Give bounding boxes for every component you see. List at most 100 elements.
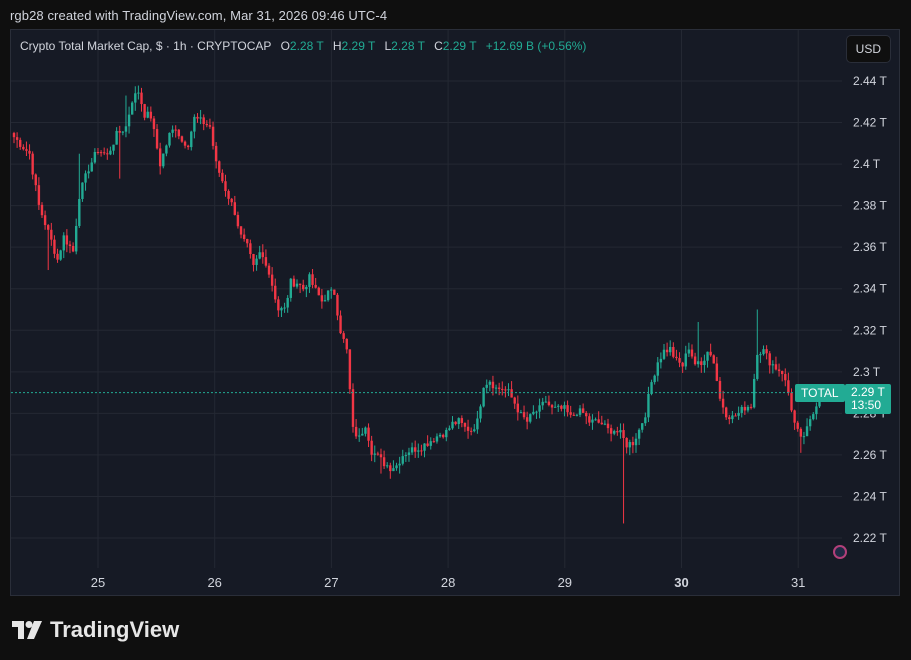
candle-body (158, 148, 162, 167)
x-tick-label: 27 (324, 575, 338, 590)
low-label: L (384, 39, 392, 53)
candle-body (547, 401, 551, 406)
candle-body (532, 411, 535, 415)
candle-body (724, 407, 728, 418)
candle-body (127, 114, 131, 127)
candle-body (302, 284, 305, 290)
candle-body (392, 468, 395, 472)
candle-body (665, 349, 669, 353)
candle-body (37, 185, 41, 205)
grid-lines (11, 30, 842, 568)
candle-body (351, 389, 355, 427)
candle-body (233, 202, 237, 215)
candlestick-chart[interactable]: 2.22 T 2.24 T 2.26 T 2.28 T 2.3 T 2.32 T 2.34 … (11, 30, 900, 596)
tradingview-logo-icon (12, 621, 42, 639)
candle-body (93, 151, 97, 163)
candle-body (594, 419, 597, 421)
candle-body (752, 378, 756, 408)
chart-area[interactable]: 2.22 T 2.24 T 2.26 T 2.28 T 2.3 T 2.32 T 2.34 … (10, 29, 900, 596)
candle-body (432, 441, 436, 443)
candle-body (553, 406, 557, 408)
low-value: 2.28 T (391, 39, 425, 53)
candle-body (457, 418, 460, 425)
candle-body (277, 299, 280, 311)
candle-body (246, 239, 249, 244)
candle-body (81, 182, 84, 199)
candle-body (482, 387, 485, 407)
candle-body (280, 307, 283, 311)
candle-body (578, 408, 582, 415)
candle-body (336, 294, 339, 316)
candle-body (616, 431, 619, 433)
y-tick-label: 2.34 T (853, 282, 887, 296)
candle-body (106, 153, 109, 155)
candle-body (211, 126, 215, 146)
candle-body (118, 130, 121, 133)
candle-body (361, 433, 364, 436)
candle-body (183, 141, 187, 146)
candle-body (295, 283, 299, 287)
candle-body (749, 406, 753, 408)
candle-body (697, 361, 700, 365)
candle-body (780, 371, 784, 375)
candle-body (121, 131, 125, 133)
candle-body (448, 428, 451, 430)
candle-body (488, 381, 492, 385)
candle-body (420, 450, 423, 452)
candle-body (53, 239, 56, 254)
candle-body (535, 411, 538, 413)
y-tick-label: 2.32 T (853, 323, 887, 337)
y-tick-label: 2.22 T (853, 531, 887, 545)
x-tick-label: 29 (558, 575, 572, 590)
candle-body (410, 447, 414, 453)
flag-icon[interactable] (833, 545, 847, 559)
currency-button[interactable]: USD (845, 35, 891, 63)
candle-body (513, 397, 516, 404)
candle-body (771, 364, 775, 366)
tradingview-logo[interactable]: TradingView (12, 617, 179, 643)
candle-body (367, 427, 370, 441)
candle-body (395, 465, 398, 469)
candle-body (320, 295, 324, 302)
y-tick-label: 2.36 T (853, 240, 887, 254)
candle-body (429, 441, 432, 446)
candle-body (510, 389, 513, 398)
candle-body (323, 300, 327, 302)
last-price-tag: 2.29 T 13:50 (845, 383, 891, 414)
x-tick-label: 30 (674, 575, 688, 590)
candle-body (177, 129, 181, 137)
candle-body (236, 214, 240, 227)
candle-body (143, 104, 146, 118)
candle-body (603, 423, 607, 425)
candle-body (715, 363, 719, 381)
candle-body (264, 257, 268, 266)
candle-body (557, 405, 560, 407)
candle-body (292, 278, 296, 287)
candle-body (684, 353, 687, 367)
candle-body (656, 362, 659, 376)
candle-body (463, 422, 467, 427)
candle-body (647, 393, 650, 418)
candle-body (544, 401, 548, 403)
candle-body (28, 150, 31, 154)
symbol-title[interactable]: Crypto Total Market Cap, $ · 1h · CRYPTO… (20, 39, 272, 53)
candle-body (75, 225, 78, 252)
candle-body (193, 116, 196, 132)
candle-body (759, 354, 762, 356)
candle-body (560, 405, 563, 409)
candle-body (90, 162, 93, 172)
candle-body (398, 463, 401, 466)
candle-body (68, 244, 72, 246)
candle-body (152, 118, 156, 130)
candle-body (566, 405, 569, 413)
close-value: 2.29 T (442, 39, 477, 53)
candle-body (641, 423, 644, 430)
candle-body (59, 250, 62, 260)
change-value: +12.69 B (+0.56%) (485, 39, 587, 53)
candle-body (205, 124, 209, 126)
candle-body (575, 414, 579, 416)
candle-body (112, 144, 115, 151)
candle-body (441, 434, 445, 438)
y-tick-label: 2.38 T (853, 199, 887, 213)
candle-body (581, 408, 585, 413)
